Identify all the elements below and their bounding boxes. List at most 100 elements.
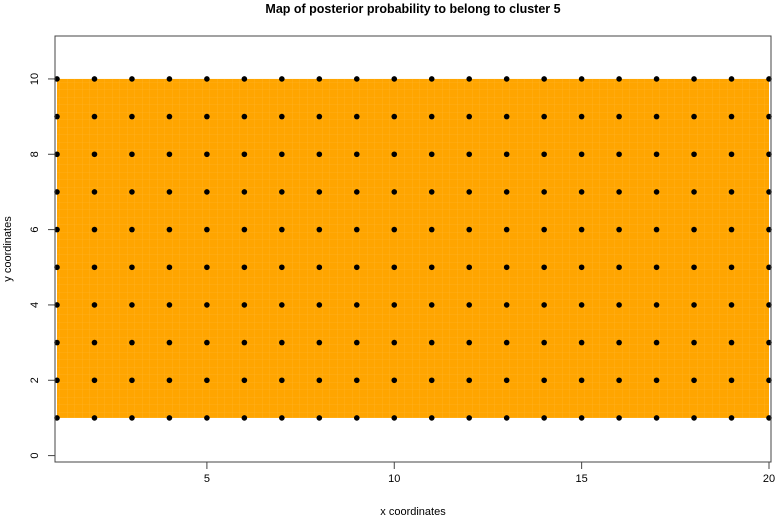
data-point xyxy=(766,264,772,271)
data-point xyxy=(166,189,173,195)
data-point xyxy=(129,302,135,308)
data-point xyxy=(204,151,210,158)
data-point xyxy=(578,415,585,421)
x-tick-label: 20 xyxy=(763,473,775,485)
data-point xyxy=(91,76,98,82)
y-axis: 0 2 4 6 8 10 xyxy=(29,73,55,459)
data-point xyxy=(653,226,660,233)
data-point xyxy=(54,339,60,346)
data-point xyxy=(204,113,210,120)
data-point xyxy=(616,415,622,421)
data-point xyxy=(316,113,323,120)
data-point xyxy=(54,415,60,421)
data-point xyxy=(578,264,585,271)
data-point xyxy=(691,302,697,308)
data-point xyxy=(653,264,660,271)
data-point xyxy=(428,302,435,308)
data-point xyxy=(578,302,585,308)
data-point xyxy=(279,76,285,82)
data-point xyxy=(166,377,173,384)
data-point xyxy=(129,76,135,82)
data-point xyxy=(353,76,360,82)
data-point xyxy=(129,377,135,384)
data-point xyxy=(466,339,473,346)
data-point xyxy=(616,302,622,308)
data-point xyxy=(316,189,323,195)
data-point xyxy=(428,226,435,233)
data-point xyxy=(241,189,248,195)
y-tick-label: 4 xyxy=(29,302,41,308)
data-point xyxy=(241,415,248,421)
y-tick-label: 8 xyxy=(29,151,41,157)
data-point xyxy=(241,151,248,158)
chart-title: Map of posterior probability to belong t… xyxy=(265,2,560,16)
y-tick-label: 6 xyxy=(29,227,41,233)
data-point xyxy=(54,151,60,158)
data-point xyxy=(241,226,248,233)
data-point xyxy=(578,189,585,195)
data-point xyxy=(353,302,360,308)
data-point xyxy=(129,339,135,346)
data-point xyxy=(204,189,210,195)
data-point xyxy=(503,302,510,308)
data-point xyxy=(766,189,772,195)
data-point xyxy=(691,415,697,421)
data-point xyxy=(54,189,60,195)
data-point xyxy=(279,377,285,384)
data-point xyxy=(241,76,248,82)
data-point xyxy=(503,76,510,82)
data-point xyxy=(653,415,660,421)
data-point xyxy=(353,415,360,421)
data-point xyxy=(129,113,135,120)
y-axis-label: y coordinates xyxy=(2,216,14,282)
data-point xyxy=(316,377,323,384)
data-point xyxy=(503,151,510,158)
data-point xyxy=(428,113,435,120)
data-point xyxy=(166,339,173,346)
data-point xyxy=(728,377,735,384)
data-point xyxy=(279,302,285,308)
data-point xyxy=(129,264,135,271)
data-point xyxy=(316,151,323,158)
data-point xyxy=(541,76,547,82)
data-point xyxy=(578,113,585,120)
data-point xyxy=(616,189,622,195)
data-point xyxy=(653,151,660,158)
data-point xyxy=(391,264,398,271)
data-point xyxy=(691,113,697,120)
plot-frame xyxy=(54,35,772,463)
data-point xyxy=(129,226,135,233)
data-point xyxy=(466,377,473,384)
data-point xyxy=(616,264,622,271)
data-point xyxy=(353,189,360,195)
data-point xyxy=(541,189,547,195)
data-point xyxy=(503,339,510,346)
data-point xyxy=(766,302,772,308)
data-point xyxy=(316,302,323,308)
data-point xyxy=(728,264,735,271)
data-point xyxy=(691,377,697,384)
data-point xyxy=(728,113,735,120)
data-point xyxy=(653,113,660,120)
data-point xyxy=(541,226,547,233)
data-point xyxy=(279,339,285,346)
data-point xyxy=(728,302,735,308)
data-point xyxy=(466,113,473,120)
data-point xyxy=(466,76,473,82)
data-point xyxy=(766,113,772,120)
data-point xyxy=(91,339,98,346)
data-point xyxy=(316,339,323,346)
data-point xyxy=(728,189,735,195)
data-point xyxy=(653,339,660,346)
data-point xyxy=(353,151,360,158)
data-point xyxy=(428,415,435,421)
data-point xyxy=(766,226,772,233)
data-point xyxy=(316,264,323,271)
data-point xyxy=(766,151,772,158)
data-point xyxy=(241,264,248,271)
data-point xyxy=(91,264,98,271)
data-point xyxy=(503,189,510,195)
data-point xyxy=(279,113,285,120)
data-point xyxy=(353,377,360,384)
data-point xyxy=(166,264,173,271)
